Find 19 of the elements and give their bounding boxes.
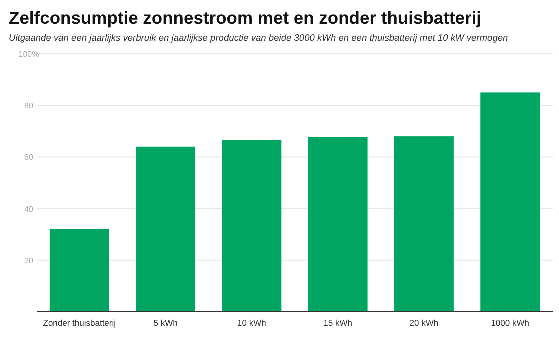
x-tick-label: 10 kWh — [238, 318, 267, 328]
y-tick-label: 40 — [24, 204, 34, 214]
x-tick-label: 5 kWh — [154, 318, 178, 328]
chart-subtitle: Uitgaande van een jaarlijks verbruik en jaarlijkse productie van beide 3000 kWh en een thuisbatterij met 10 kW vermogen — [9, 33, 508, 43]
x-tick-label: 1000 kWh — [491, 318, 530, 328]
y-tick-label: 60 — [24, 153, 34, 162]
bar — [394, 136, 454, 312]
y-tick-label: 20 — [24, 256, 34, 266]
y-tick-label: 100% — [18, 50, 40, 59]
chart-title: Zelfconsumptie zonnestroom met en zonder thuisbatterij — [9, 8, 482, 28]
bar — [480, 92, 540, 312]
bar — [136, 146, 196, 312]
bar — [222, 140, 282, 312]
x-tick-label: 20 kWh — [410, 318, 439, 328]
bar — [308, 137, 368, 312]
bar — [50, 229, 110, 312]
y-tick-label: 80 — [24, 102, 34, 111]
x-tick-label: 15 kWh — [324, 318, 353, 328]
x-tick-label: Zonder thuisbatterij — [43, 318, 116, 328]
